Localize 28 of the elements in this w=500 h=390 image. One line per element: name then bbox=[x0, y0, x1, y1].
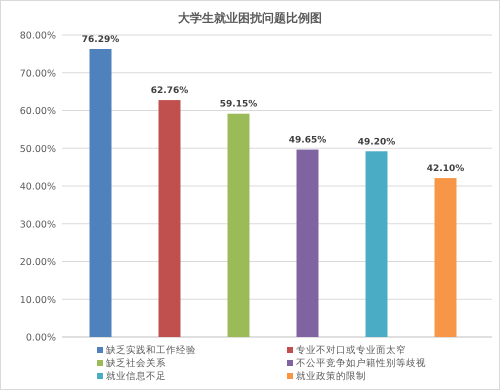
data-label: 76.29% bbox=[82, 35, 120, 46]
y-tick-label: 20.00% bbox=[20, 257, 56, 268]
y-tick-label: 50.00% bbox=[20, 144, 56, 155]
bar bbox=[228, 114, 250, 337]
bar bbox=[366, 151, 388, 337]
bar bbox=[434, 178, 456, 337]
legend-label: 就业信息不足 bbox=[106, 370, 166, 382]
y-tick-label: 10.00% bbox=[20, 294, 56, 306]
data-label: 62.76% bbox=[150, 86, 188, 96]
bar bbox=[158, 100, 180, 337]
legend-label: 缺乏社会关系 bbox=[106, 357, 166, 369]
data-label: 49.20% bbox=[358, 137, 396, 148]
chart-title: 大学生就业困扰问题比例图 bbox=[178, 11, 322, 25]
legend-label: 就业政策的限制 bbox=[296, 370, 366, 382]
y-tick-label: 70.00% bbox=[20, 68, 56, 80]
legend-label: 不公平竞争如户籍性别等歧视 bbox=[296, 357, 426, 369]
legend-label: 缺乏实践和工作经验 bbox=[106, 344, 196, 356]
data-label: 42.10% bbox=[426, 164, 464, 174]
data-label: 59.15% bbox=[220, 100, 258, 110]
y-tick-label: 40.00% bbox=[20, 182, 56, 192]
data-label: 49.65% bbox=[288, 136, 326, 146]
y-tick-label: 30.00% bbox=[20, 219, 56, 230]
legend-label: 专业不对口或专业面太窄 bbox=[296, 344, 406, 356]
bar bbox=[90, 49, 112, 337]
bar bbox=[296, 150, 318, 337]
y-tick-label: 0.00% bbox=[26, 332, 56, 344]
y-tick-label: 60.00% bbox=[20, 106, 56, 117]
y-tick-label: 80.00% bbox=[20, 30, 56, 42]
